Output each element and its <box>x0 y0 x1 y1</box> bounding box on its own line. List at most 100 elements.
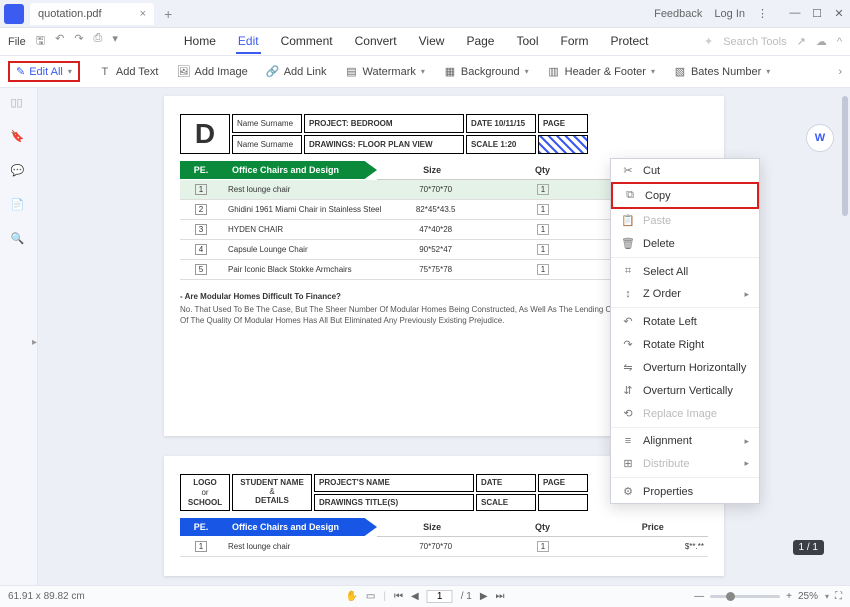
print-icon[interactable]: ⎙ <box>94 32 103 51</box>
zoom-out-icon[interactable]: — <box>694 591 704 602</box>
kebab-icon[interactable]: ⋮ <box>757 7 768 20</box>
context-menu: ✂Cut⧉Copy📋Paste🗑Delete ⌗Select All↕Z Orde… <box>610 158 760 504</box>
ctx-select-all[interactable]: ⌗Select All <box>611 260 759 283</box>
page-counter: 1 / 1 <box>793 540 824 555</box>
undo-icon[interactable]: ↶ <box>55 32 64 51</box>
page-total: / 1 <box>461 591 472 602</box>
add-image-button[interactable]: 🖼Add Image <box>176 65 247 79</box>
toolbar-overflow-icon[interactable]: › <box>838 66 842 78</box>
tab-view[interactable]: View <box>417 30 447 54</box>
ctx-rotate-right[interactable]: ↷Rotate Right <box>611 333 759 356</box>
ctx-properties[interactable]: ⚙Properties <box>611 480 759 503</box>
feedback-link[interactable]: Feedback <box>654 8 702 20</box>
edit-all-button[interactable]: ✎ Edit All ▾ <box>8 61 80 82</box>
hdr-date: DATE 10/11/15 <box>466 114 536 133</box>
titlebar: quotation.pdf × + Feedback Log In ⋮ — ☐ … <box>0 0 850 28</box>
maximize-button[interactable]: ☐ <box>810 7 824 20</box>
add-text-button[interactable]: TAdd Text <box>98 65 159 79</box>
tab-tool[interactable]: Tool <box>514 30 540 54</box>
expand-icon[interactable]: ▸ <box>32 337 37 348</box>
add-link-button[interactable]: 🔗Add Link <box>266 65 327 79</box>
hdr2-date: DATE <box>476 474 536 492</box>
ctx-cut[interactable]: ✂Cut <box>611 159 759 182</box>
header-footer-button[interactable]: ▥Header & Footer▾ <box>547 65 655 79</box>
hdr-img <box>538 135 588 154</box>
tab-convert[interactable]: Convert <box>353 30 399 54</box>
hdr-name2: Name Surname <box>232 135 302 154</box>
tab-home[interactable]: Home <box>182 30 218 54</box>
zoom-in-icon[interactable]: + <box>786 591 792 602</box>
close-button[interactable]: ✕ <box>832 7 846 20</box>
fit-icon[interactable]: ⛶ <box>835 591 842 602</box>
search-tools-icon: ✦ <box>704 35 713 48</box>
hdr2-page: PAGE <box>538 474 588 492</box>
tab-comment[interactable]: Comment <box>279 30 335 54</box>
login-link[interactable]: Log In <box>714 8 745 20</box>
page-input[interactable] <box>427 590 453 603</box>
search-tools[interactable]: Search Tools <box>723 36 786 48</box>
search-icon[interactable]: 🔍 <box>11 232 27 248</box>
attachment-icon[interactable]: 📄 <box>11 198 27 214</box>
thumbnails-icon[interactable]: ▯▯ <box>11 96 27 112</box>
ctx-z-order[interactable]: ↕Z Order▸ <box>611 283 759 305</box>
bookmark-icon[interactable]: 🔖 <box>11 130 27 146</box>
hdr2-project: PROJECT'S NAME <box>314 474 474 492</box>
table-rows-2: 1Rest lounge chair70*70*701$**.** <box>180 537 708 557</box>
collapse-icon[interactable]: ^ <box>837 36 842 48</box>
close-icon[interactable]: × <box>140 8 146 20</box>
watermark-icon: ▤ <box>345 65 359 79</box>
tab-protect[interactable]: Protect <box>608 30 650 54</box>
redo-icon[interactable]: ↷ <box>74 32 83 51</box>
select-tool-icon[interactable]: ▭ <box>366 591 375 602</box>
share-icon[interactable]: ↗ <box>797 35 806 48</box>
section-band-2: PE. Office Chairs and Design Size Qty Pr… <box>180 517 708 537</box>
tab-title: quotation.pdf <box>38 8 102 20</box>
tab-page[interactable]: Page <box>464 30 496 54</box>
ribbon-tabs: Home Edit Comment Convert View Page Tool… <box>182 30 651 54</box>
last-page-icon[interactable]: ⏭ <box>496 591 505 602</box>
hdr-name1: Name Surname <box>232 114 302 133</box>
edit-toolbar: ✎ Edit All ▾ TAdd Text 🖼Add Image 🔗Add L… <box>0 56 850 88</box>
ctx-paste: 📋Paste <box>611 209 759 232</box>
ctx-overturn-vertically[interactable]: ⇵Overturn Vertically <box>611 379 759 402</box>
comment-icon[interactable]: 💬 <box>11 164 27 180</box>
background-icon: ▦ <box>443 65 457 79</box>
hdr-project: PROJECT: BEDROOM <box>304 114 464 133</box>
ctx-alignment[interactable]: ≡Alignment▸ <box>611 430 759 452</box>
next-page-icon[interactable]: ▶ <box>480 591 488 602</box>
ctx-delete[interactable]: 🗑Delete <box>611 232 759 255</box>
minimize-button[interactable]: — <box>788 7 802 20</box>
tab-edit[interactable]: Edit <box>236 30 261 54</box>
document-tab[interactable]: quotation.pdf × <box>30 3 154 25</box>
zoom-slider[interactable] <box>710 595 780 598</box>
ctx-rotate-left[interactable]: ↶Rotate Left <box>611 310 759 333</box>
edit-icon: ✎ <box>16 65 25 78</box>
hand-tool-icon[interactable]: ✋ <box>345 591 357 602</box>
hdr2-logo: LOGOorSCHOOL <box>180 474 230 511</box>
first-page-icon[interactable]: ⏮ <box>394 591 403 602</box>
bates-number-button[interactable]: ▧Bates Number▾ <box>673 65 770 79</box>
bates-icon: ▧ <box>673 65 687 79</box>
dimensions: 61.91 x 89.82 cm <box>8 591 85 602</box>
file-menu[interactable]: File <box>8 36 26 48</box>
word-badge-icon[interactable]: W <box>806 124 834 152</box>
background-button[interactable]: ▦Background▾ <box>443 65 529 79</box>
ctx-overturn-horizontally[interactable]: ⇋Overturn Horizontally <box>611 356 759 379</box>
prev-page-icon[interactable]: ◀ <box>411 591 419 602</box>
ctx-copy[interactable]: ⧉Copy <box>611 182 759 209</box>
hdr2-student: STUDENT NAME&DETAILS <box>232 474 312 511</box>
tab-form[interactable]: Form <box>558 30 590 54</box>
header-footer-icon: ▥ <box>547 65 561 79</box>
new-tab-button[interactable]: + <box>164 6 172 22</box>
hdr2-scale: SCALE <box>476 494 536 512</box>
cloud-icon[interactable]: ☁ <box>816 35 827 48</box>
hdr-scale: SCALE 1:20 <box>466 135 536 154</box>
watermark-button[interactable]: ▤Watermark▾ <box>345 65 425 79</box>
more-icon[interactable]: ▾ <box>112 32 118 51</box>
save-icon[interactable]: 🖫 <box>36 32 45 51</box>
link-icon: 🔗 <box>266 65 280 79</box>
zoom-value: 25% <box>798 591 818 602</box>
menubar: File 🖫 ↶ ↷ ⎙ ▾ Home Edit Comment Convert… <box>0 28 850 56</box>
table-row: 1Rest lounge chair70*70*701$**.** <box>180 537 708 557</box>
scrollbar[interactable] <box>842 96 848 216</box>
